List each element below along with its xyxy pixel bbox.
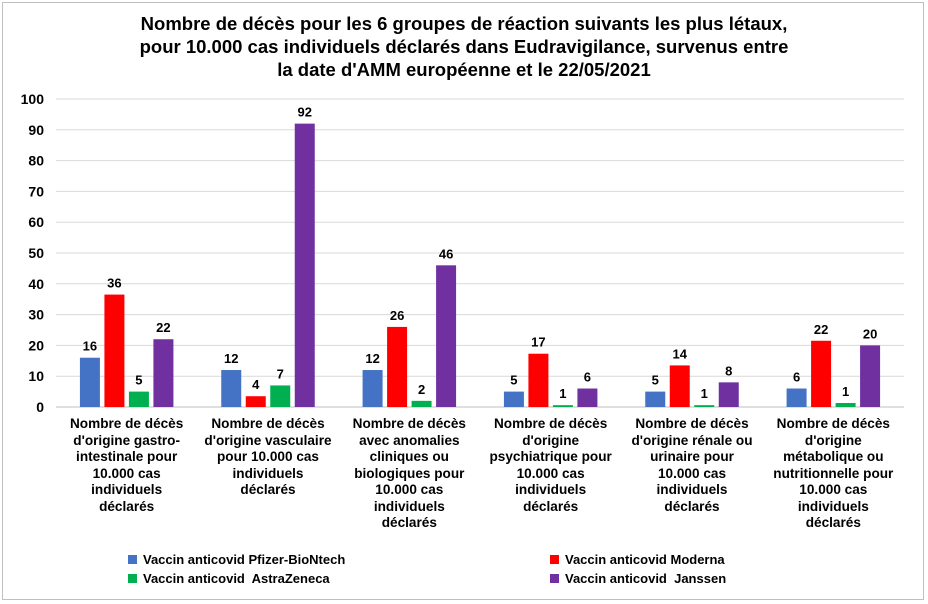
legend-swatch — [128, 555, 137, 564]
data-label: 6 — [584, 370, 591, 385]
bar — [860, 345, 881, 407]
bar — [362, 370, 383, 407]
data-label: 26 — [390, 308, 404, 323]
bar — [645, 391, 666, 407]
data-label: 4 — [252, 377, 260, 392]
legend-swatch — [128, 574, 137, 583]
legend-swatch — [550, 574, 559, 583]
bar — [669, 365, 690, 407]
data-label: 17 — [531, 335, 545, 350]
y-tick-label: 30 — [28, 307, 44, 323]
bar — [718, 382, 739, 407]
legend-label: Vaccin anticovid Moderna — [565, 552, 725, 567]
x-tick-label: Nombre de décès d'origine rénale ou urin… — [631, 416, 753, 514]
y-tick-label: 10 — [28, 368, 44, 384]
legend-item: Vaccin anticovid Pfizer-BioNtech — [128, 552, 345, 567]
y-tick-label: 60 — [28, 214, 44, 230]
y-tick-label: 40 — [28, 276, 44, 292]
legend-item: Vaccin anticovid AstraZeneca — [128, 571, 330, 586]
bar — [245, 396, 266, 407]
data-label: 6 — [793, 370, 800, 385]
y-tick-label: 70 — [28, 183, 44, 199]
data-label: 1 — [701, 386, 708, 401]
bar — [153, 339, 174, 407]
bar — [577, 388, 598, 407]
data-label: 22 — [814, 322, 828, 337]
y-tick-label: 90 — [28, 122, 44, 138]
data-label: 1 — [842, 384, 849, 399]
data-label: 92 — [298, 105, 312, 120]
bar — [811, 340, 832, 407]
data-label: 5 — [652, 373, 659, 388]
legend-label: Vaccin anticovid AstraZeneca — [143, 571, 330, 586]
data-label: 16 — [83, 339, 97, 354]
bar — [221, 370, 242, 407]
x-tick-label: Nombre de décès d'origine métabolique ou… — [773, 416, 894, 530]
bar — [786, 388, 807, 407]
x-tick-label: Nombre de décès d'origine gastro- intest… — [69, 416, 184, 514]
legend-label: Vaccin anticovid Pfizer-BioNtech — [143, 552, 346, 567]
chart-title: Nombre de décès pour les 6 groupes de ré… — [139, 13, 789, 80]
bar — [387, 326, 408, 407]
x-tick-label: Nombre de décès d'origine vasculaire pou… — [204, 416, 332, 497]
bar — [270, 385, 291, 407]
data-label: 7 — [277, 366, 284, 381]
bar — [128, 391, 149, 407]
bar — [436, 265, 457, 407]
bar — [694, 405, 715, 407]
data-label: 12 — [224, 351, 238, 366]
data-label: 20 — [863, 326, 877, 341]
legend-item: Vaccin anticovid Moderna — [550, 552, 725, 567]
bar — [79, 357, 100, 407]
data-label: 46 — [439, 246, 453, 261]
bar — [503, 391, 524, 407]
data-label: 36 — [107, 276, 121, 291]
y-tick-label: 0 — [36, 399, 44, 415]
legend-label: Vaccin anticovid Janssen — [565, 571, 727, 586]
bar — [104, 294, 125, 407]
bar — [294, 123, 315, 407]
data-label: 2 — [418, 382, 425, 397]
bar — [411, 400, 432, 407]
y-tick-label: 100 — [21, 91, 45, 107]
legend-swatch — [550, 555, 559, 564]
bar — [528, 353, 549, 407]
data-label: 14 — [673, 346, 688, 361]
data-label: 22 — [156, 320, 170, 335]
y-tick-label: 50 — [28, 245, 44, 261]
y-tick-label: 20 — [28, 337, 44, 353]
x-tick-label: Nombre de décès avec anomalies cliniques… — [352, 416, 466, 530]
data-label: 5 — [135, 373, 142, 388]
x-tick-label: Nombre de décès d'origine psychiatrique … — [489, 416, 612, 514]
data-label: 5 — [510, 373, 517, 388]
legend-item: Vaccin anticovid Janssen — [550, 571, 726, 586]
data-label: 1 — [559, 386, 566, 401]
data-label: 12 — [365, 351, 379, 366]
y-tick-label: 80 — [28, 153, 44, 169]
data-label: 8 — [725, 363, 732, 378]
bar — [552, 405, 573, 407]
bar — [835, 402, 856, 407]
